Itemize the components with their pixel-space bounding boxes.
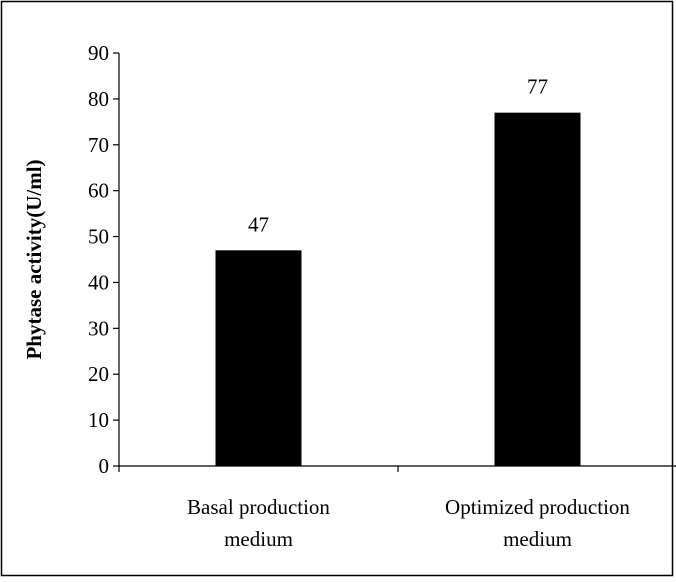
y-axis-title: Phytase activity(U/ml): [22, 159, 46, 359]
y-tick-label: 0: [99, 454, 110, 478]
x-category-label: medium: [503, 527, 572, 551]
y-tick-label: 30: [88, 316, 109, 340]
y-tick-label: 10: [88, 408, 109, 432]
y-tick-label: 40: [88, 270, 109, 294]
y-tick-label: 80: [88, 87, 109, 111]
y-tick-label: 60: [88, 179, 109, 203]
y-tick-label: 70: [88, 133, 109, 157]
x-category-label: medium: [224, 527, 293, 551]
bar: [494, 112, 581, 467]
x-category-label: Optimized production: [445, 495, 630, 519]
y-tick-label: 20: [88, 362, 109, 386]
bar: [215, 250, 302, 466]
x-category-label: Basal production: [187, 495, 330, 519]
data-label: 77: [527, 75, 548, 99]
data-label: 47: [248, 212, 269, 236]
y-tick-label: 90: [88, 41, 109, 65]
y-tick-label: 50: [88, 225, 109, 249]
